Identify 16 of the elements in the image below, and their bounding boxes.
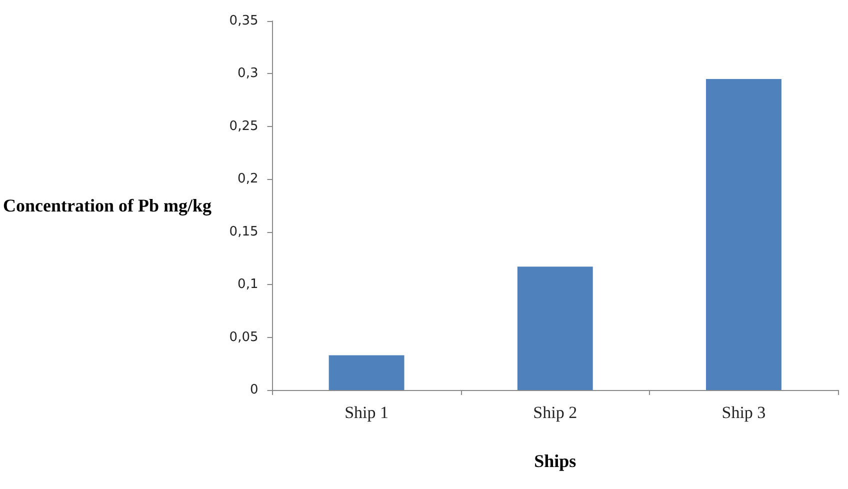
x-tick-label: Ship 2 <box>533 403 578 422</box>
x-tick-label: Ship 1 <box>344 403 389 422</box>
y-tick-label: 0,2 <box>238 172 258 187</box>
y-tick-label: 0,35 <box>229 14 258 28</box>
bar <box>706 78 782 390</box>
x-axis-title: Ships <box>534 451 576 471</box>
y-tick-label: 0,05 <box>229 330 258 345</box>
y-tick-label: 0,15 <box>229 224 258 240</box>
y-tick-label: 0,1 <box>238 277 258 292</box>
y-axis-title: Concentration of Pb mg/kg <box>2 196 212 216</box>
y-tick-label: 0,3 <box>238 66 258 82</box>
bar <box>328 355 404 390</box>
y-tick-label: 0,25 <box>229 118 258 134</box>
y-tick-label: 0 <box>250 382 258 398</box>
x-tick-label: Ship 3 <box>722 403 766 422</box>
bar <box>517 266 593 390</box>
